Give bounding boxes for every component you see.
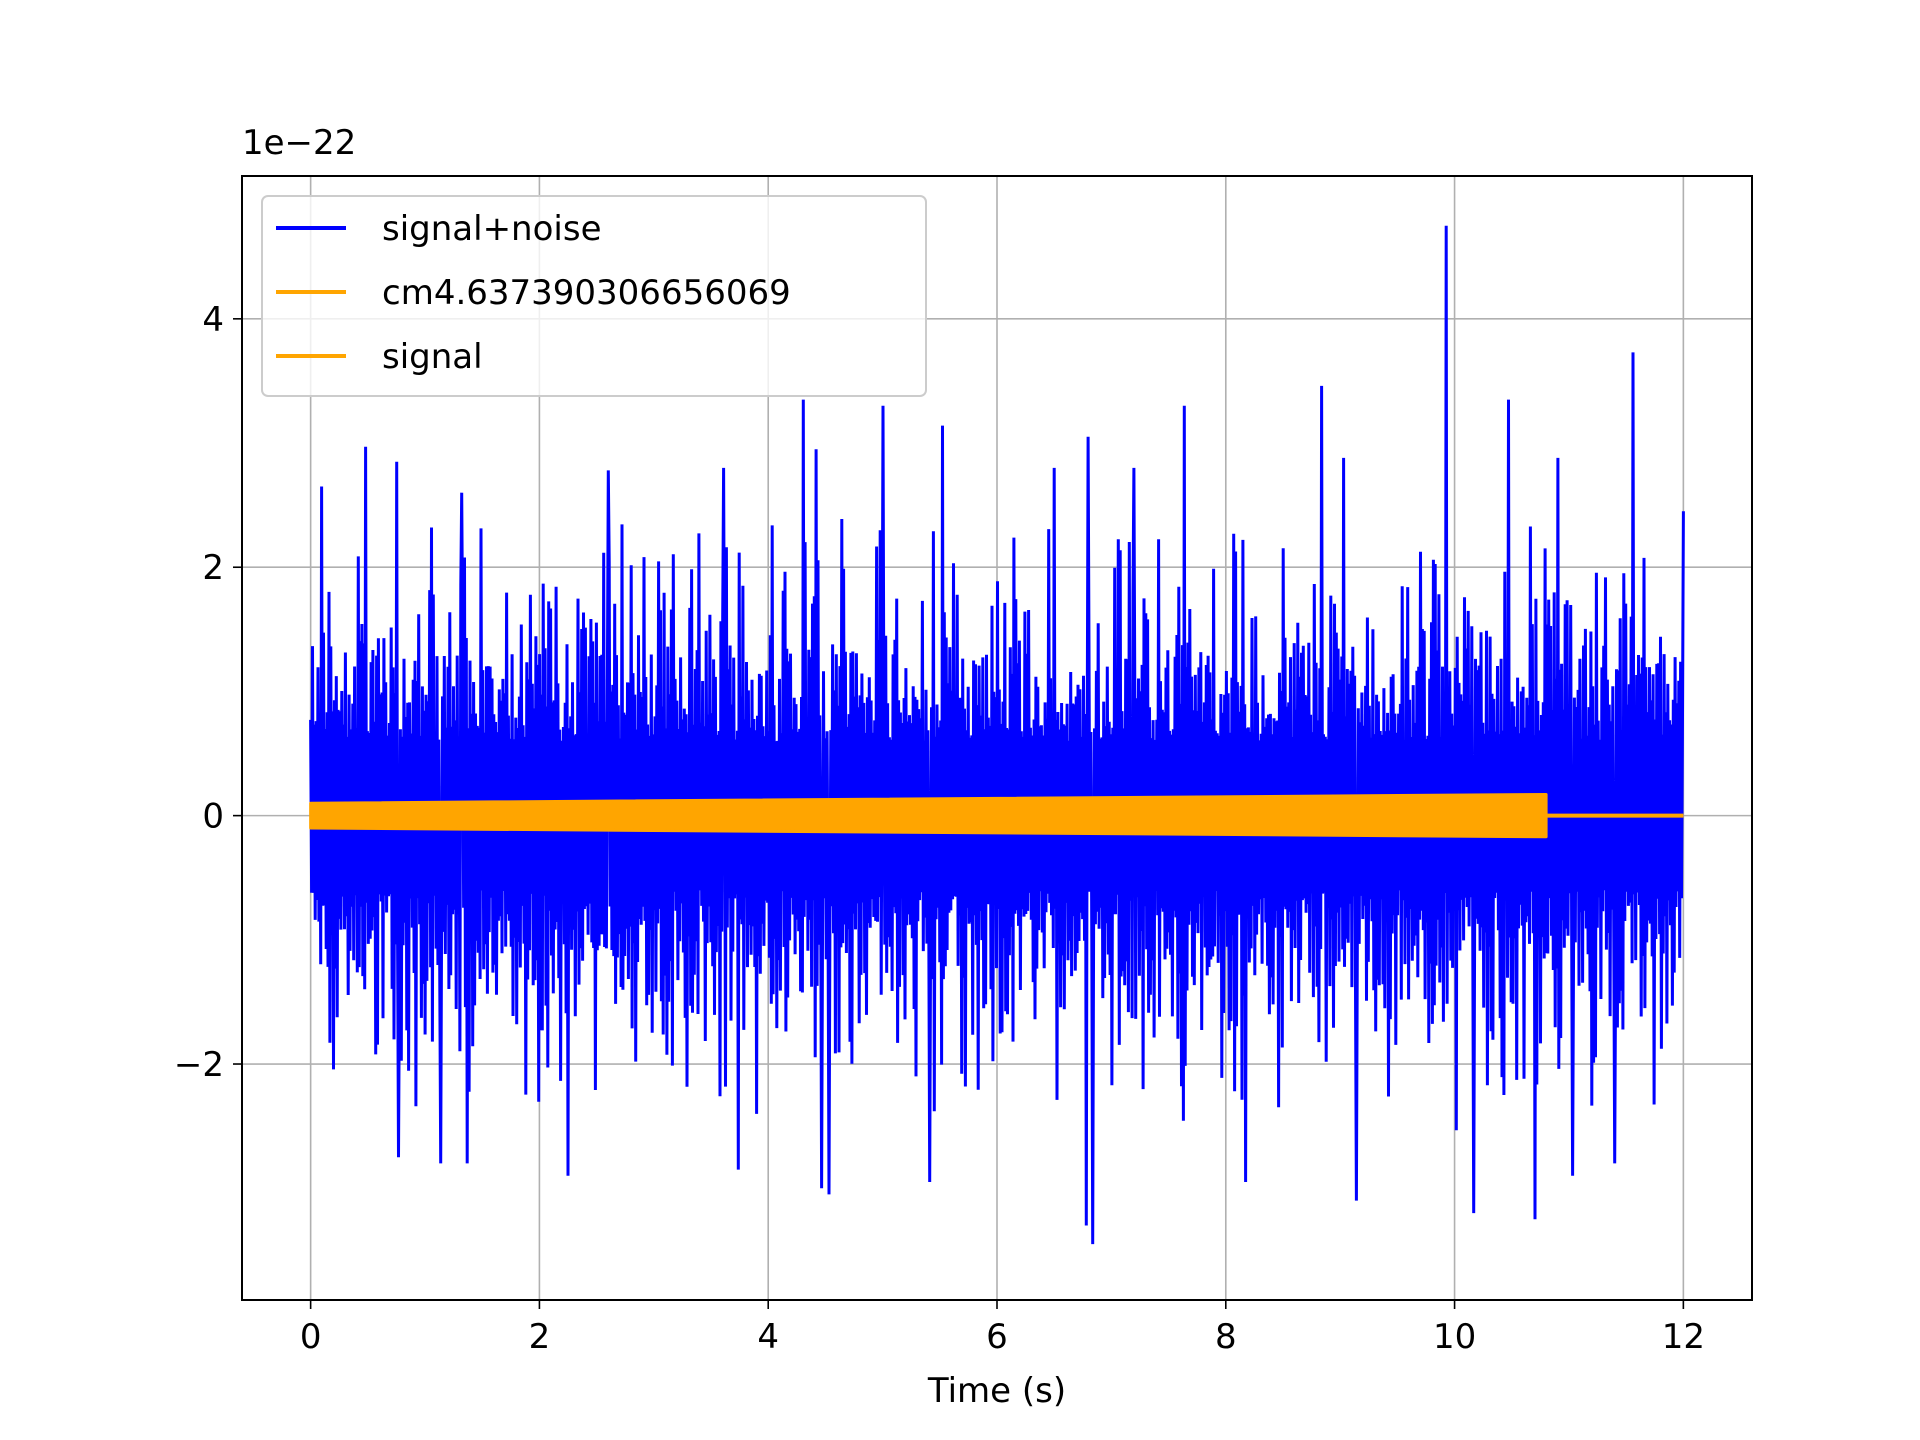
x-tick-label: 8 [1215, 1317, 1237, 1357]
series-layer [309, 225, 1685, 1245]
tick-marks: 0 2 4 6 8 10 12 −2 0 2 4 [174, 300, 1705, 1357]
x-tick-label: 4 [757, 1317, 779, 1357]
y-tick-label: 4 [202, 300, 224, 340]
x-axis-label: Time (s) [927, 1371, 1066, 1411]
signal-noise-line [309, 225, 1685, 1245]
x-tick-label: 6 [986, 1317, 1008, 1357]
y-offset-label: 1e−22 [242, 123, 356, 163]
x-tick-label: 10 [1433, 1317, 1476, 1357]
legend-box [261, 195, 927, 397]
y-tick-label: 0 [202, 797, 224, 837]
legend: signal+noise cm4.637390306656069 signal [261, 195, 927, 397]
y-tick-label: 2 [202, 548, 224, 588]
legend-label-signal-noise: signal+noise [382, 209, 602, 249]
legend-label-signal: signal [382, 337, 483, 377]
legend-label-cm: cm4.637390306656069 [382, 273, 791, 313]
y-tick-label: −2 [174, 1045, 224, 1085]
x-tick-label: 2 [529, 1317, 551, 1357]
cm-line [309, 793, 1548, 839]
x-tick-label: 12 [1662, 1317, 1705, 1357]
x-tick-label: 0 [300, 1317, 322, 1357]
